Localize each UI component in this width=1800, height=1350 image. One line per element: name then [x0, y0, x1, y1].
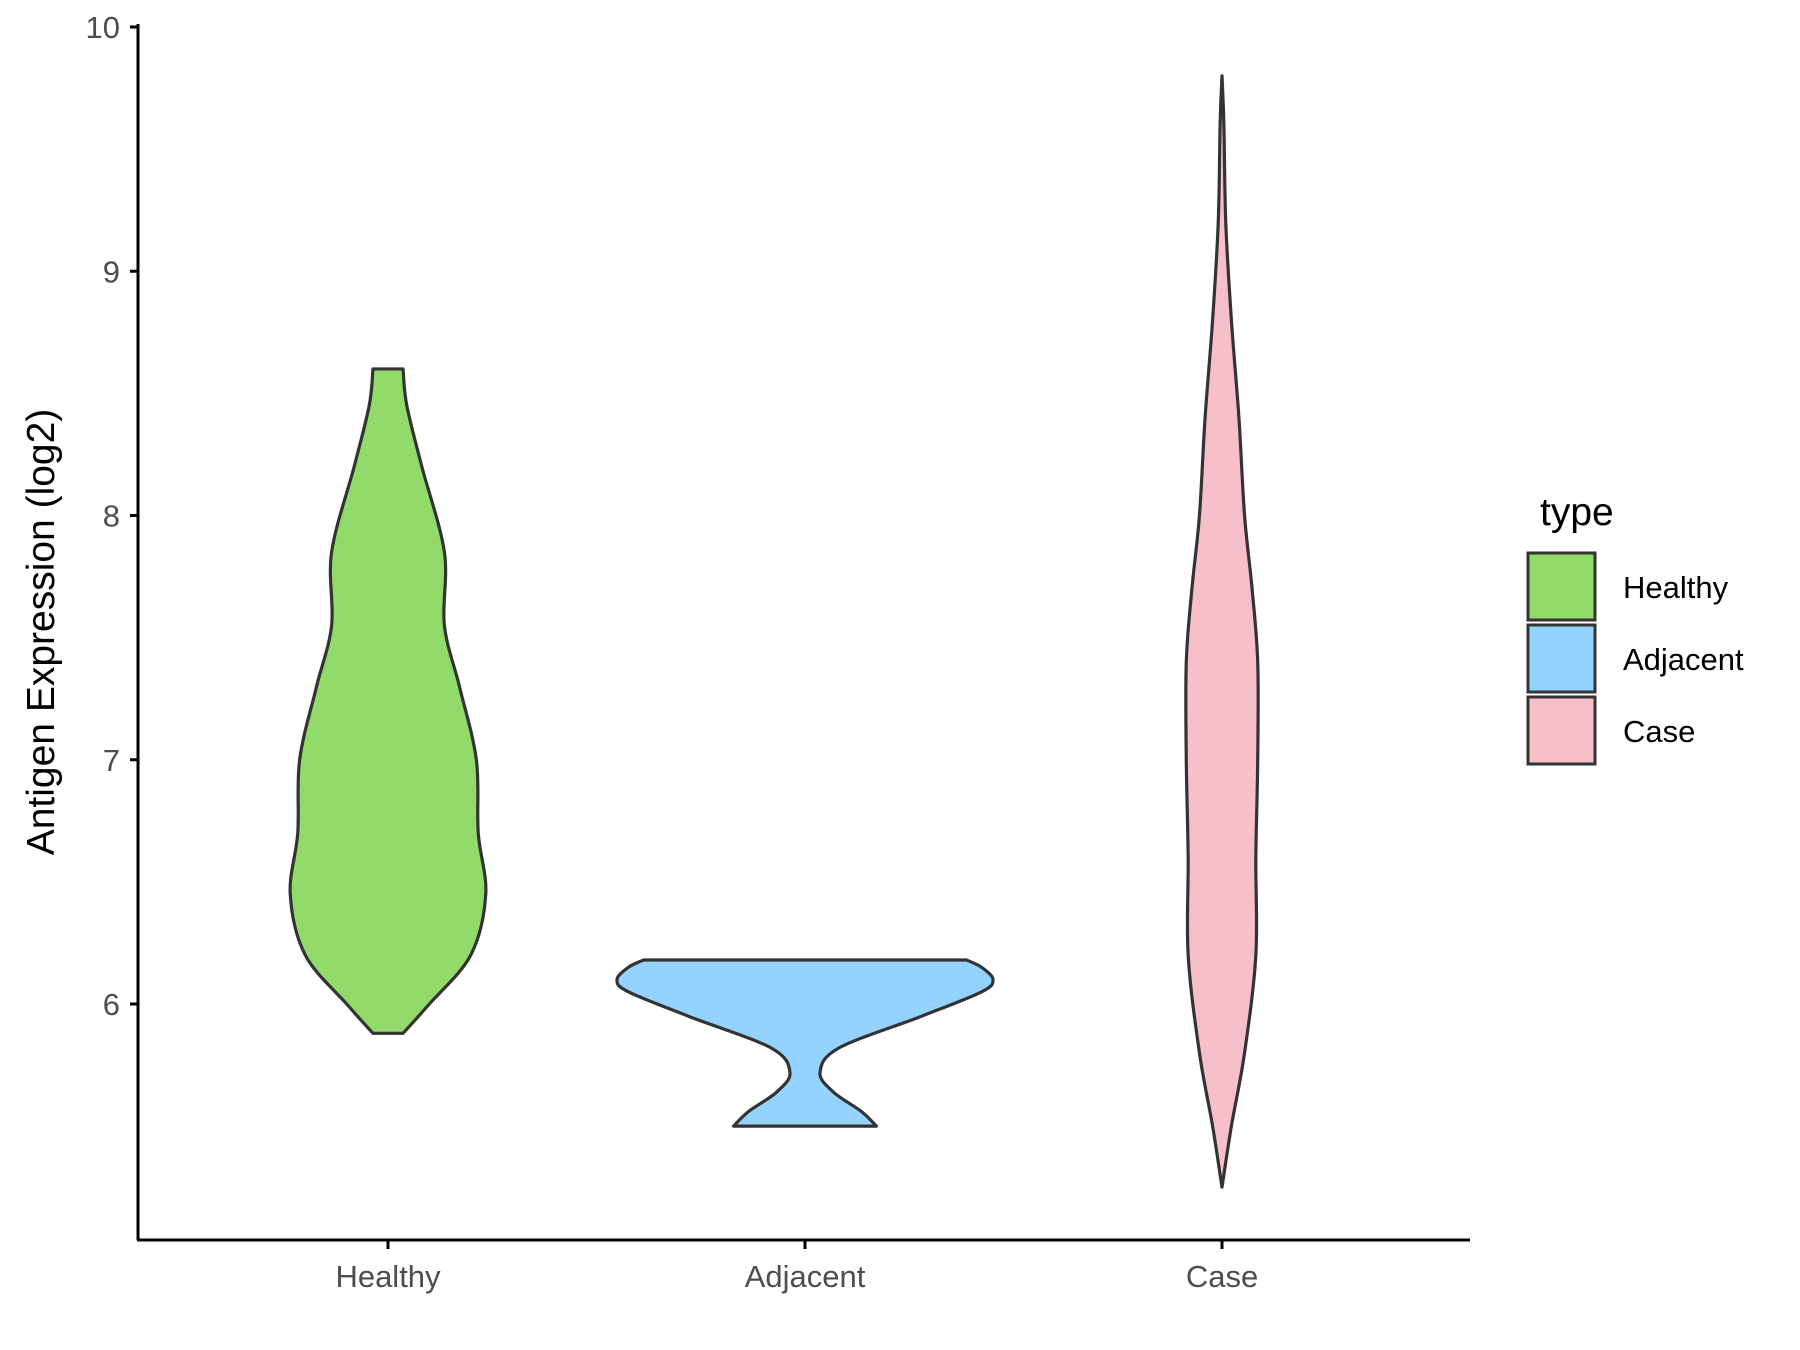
- legend-title: type: [1540, 491, 1614, 534]
- violin-adjacent: [615, 958, 995, 1128]
- x-tick-label: Adjacent: [745, 1259, 866, 1294]
- violin-healthy: [288, 367, 488, 1035]
- y-tick-label: 6: [103, 987, 120, 1022]
- legend-label: Case: [1623, 714, 1695, 749]
- y-ticks: 6 7 8 9 10: [86, 10, 138, 1022]
- legend-label: Healthy: [1623, 570, 1729, 605]
- y-tick-label: 7: [103, 743, 120, 778]
- violin-case: [1184, 74, 1260, 1189]
- y-tick-label: 10: [86, 10, 120, 45]
- legend-key-case: [1526, 695, 1597, 766]
- violin-layer: [288, 74, 1260, 1189]
- y-tick-label: 8: [103, 499, 120, 534]
- legend-key-healthy: [1526, 551, 1597, 622]
- x-tick-label: Case: [1186, 1259, 1258, 1294]
- y-tick-label: 9: [103, 254, 120, 289]
- legend-key-adjacent: [1526, 623, 1597, 694]
- x-tick-label: Healthy: [335, 1259, 441, 1294]
- legend-items: Healthy Adjacent Case: [1526, 551, 1744, 766]
- legend-label: Adjacent: [1623, 642, 1744, 677]
- x-ticks: Healthy Adjacent Case: [335, 1240, 1258, 1294]
- legend: type Healthy Adjacent Case: [1526, 491, 1744, 766]
- y-axis-title: Antigen Expression (log2): [20, 409, 63, 856]
